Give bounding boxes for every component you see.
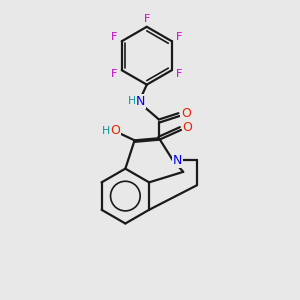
- Text: H: H: [128, 96, 136, 106]
- Text: O: O: [183, 121, 192, 134]
- Text: F: F: [176, 69, 183, 79]
- Text: N: N: [136, 94, 145, 108]
- Text: H: H: [102, 126, 110, 136]
- Text: O: O: [181, 107, 191, 120]
- Text: F: F: [144, 14, 150, 24]
- Text: F: F: [176, 32, 183, 42]
- Text: F: F: [111, 32, 117, 42]
- Text: N: N: [172, 154, 182, 167]
- Text: O: O: [110, 124, 120, 137]
- Text: F: F: [111, 69, 117, 79]
